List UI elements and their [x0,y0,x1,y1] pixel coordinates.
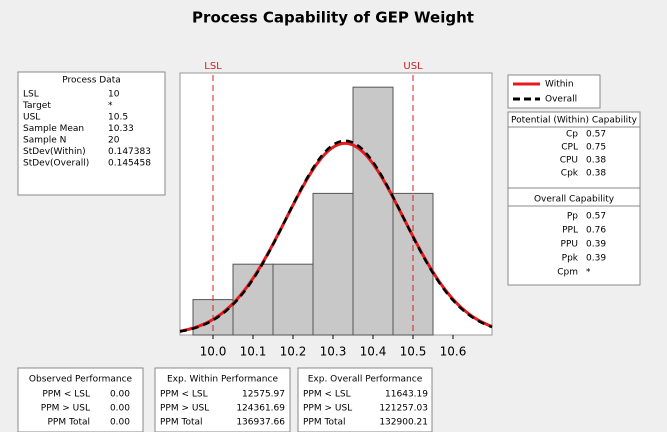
panel-title: Process Data [62,76,121,86]
bar [232,263,274,336]
chart-title: Process Capability of GEP Weight [192,9,474,27]
row-value: 0.76 [586,226,606,236]
row-value: 0.39 [586,240,606,250]
row-value: 10 [108,90,120,100]
row-label: Sample N [23,136,66,146]
bar [352,86,394,336]
row-value: 0.75 [586,143,606,153]
x-tick-label: 10.4 [360,345,387,359]
row-label: PPM < LSL [160,390,208,400]
row-value: 132900.21 [379,418,428,428]
row-value: 0.38 [586,156,606,166]
row-label: Cpk [561,169,579,179]
row-value: 11643.19 [385,390,428,400]
row-label: PPM > USL [160,404,209,414]
row-value: 0.38 [586,169,606,179]
row-label: PPM < LSL [303,390,351,400]
row-value: 10.33 [108,124,134,134]
panel-title: Exp. Overall Performance [308,375,423,385]
row-label: Ppk [562,254,579,264]
row-value: * [586,268,591,278]
row-value: 136937.66 [236,418,285,428]
row-label: LSL [23,90,39,100]
observed-box [17,367,144,432]
legend-label: Overall [545,95,577,105]
exp-overall-box [297,367,433,432]
legend-label: Within [545,80,574,90]
x-tick-label: 10.5 [400,345,427,359]
legend-box [507,74,601,109]
row-label: PPM Total [48,418,91,428]
fit-curve [179,139,493,333]
x-tick-label: 10.3 [320,345,347,359]
row-value: 12575.97 [242,390,285,400]
row-label: Cp [566,130,578,140]
row-label: Sample Mean [23,124,84,134]
row-value: * [108,101,113,111]
panel-title: Overall Capability [534,195,615,205]
row-label: Cpm [557,268,578,278]
process-data-box [17,71,166,196]
x-tick-label: 10.0 [200,345,227,359]
row-label: StDev(Within) [23,147,86,157]
row-value: 0.00 [110,418,130,428]
row-label: PPM < LSL [42,390,90,400]
exp-within-box [154,367,291,432]
row-label: CPU [560,156,578,166]
row-label: USL [23,113,40,123]
spec-label: USL [403,61,423,72]
bar [312,192,354,336]
spec-label: LSL [204,61,222,72]
row-value: 124361.69 [236,404,285,414]
row-label: Target [22,101,51,111]
panel-title: Observed Performance [29,375,133,385]
overall-box [507,187,641,286]
row-label: PPM Total [303,418,346,428]
row-label: PPM > USL [41,404,90,414]
x-tick-label: 10.2 [280,345,307,359]
row-value: 0.57 [586,130,606,140]
row-label: CPL [561,143,578,153]
row-value: 0.39 [586,254,606,264]
row-value: 0.00 [110,390,130,400]
row-label: PPL [562,226,578,236]
row-label: StDev(Overall) [23,159,89,169]
row-label: PPM Total [160,418,203,428]
x-tick-label: 10.1 [240,345,267,359]
row-label: PPM > USL [303,404,352,414]
row-label: Pp [567,212,578,222]
row-value: 20 [108,136,120,146]
row-value: 10.5 [108,113,128,123]
row-label: PPU [561,240,578,250]
bar [272,263,314,336]
row-value: 0.57 [586,212,606,222]
row-value: 0.00 [110,404,130,414]
row-value: 0.147383 [108,147,151,157]
panel-title: Potential (Within) Capability [511,116,638,126]
row-value: 0.145458 [108,159,151,169]
row-value: 121257.03 [379,404,428,414]
panel-title: Exp. Within Performance [167,375,278,385]
x-tick-label: 10.6 [440,345,467,359]
